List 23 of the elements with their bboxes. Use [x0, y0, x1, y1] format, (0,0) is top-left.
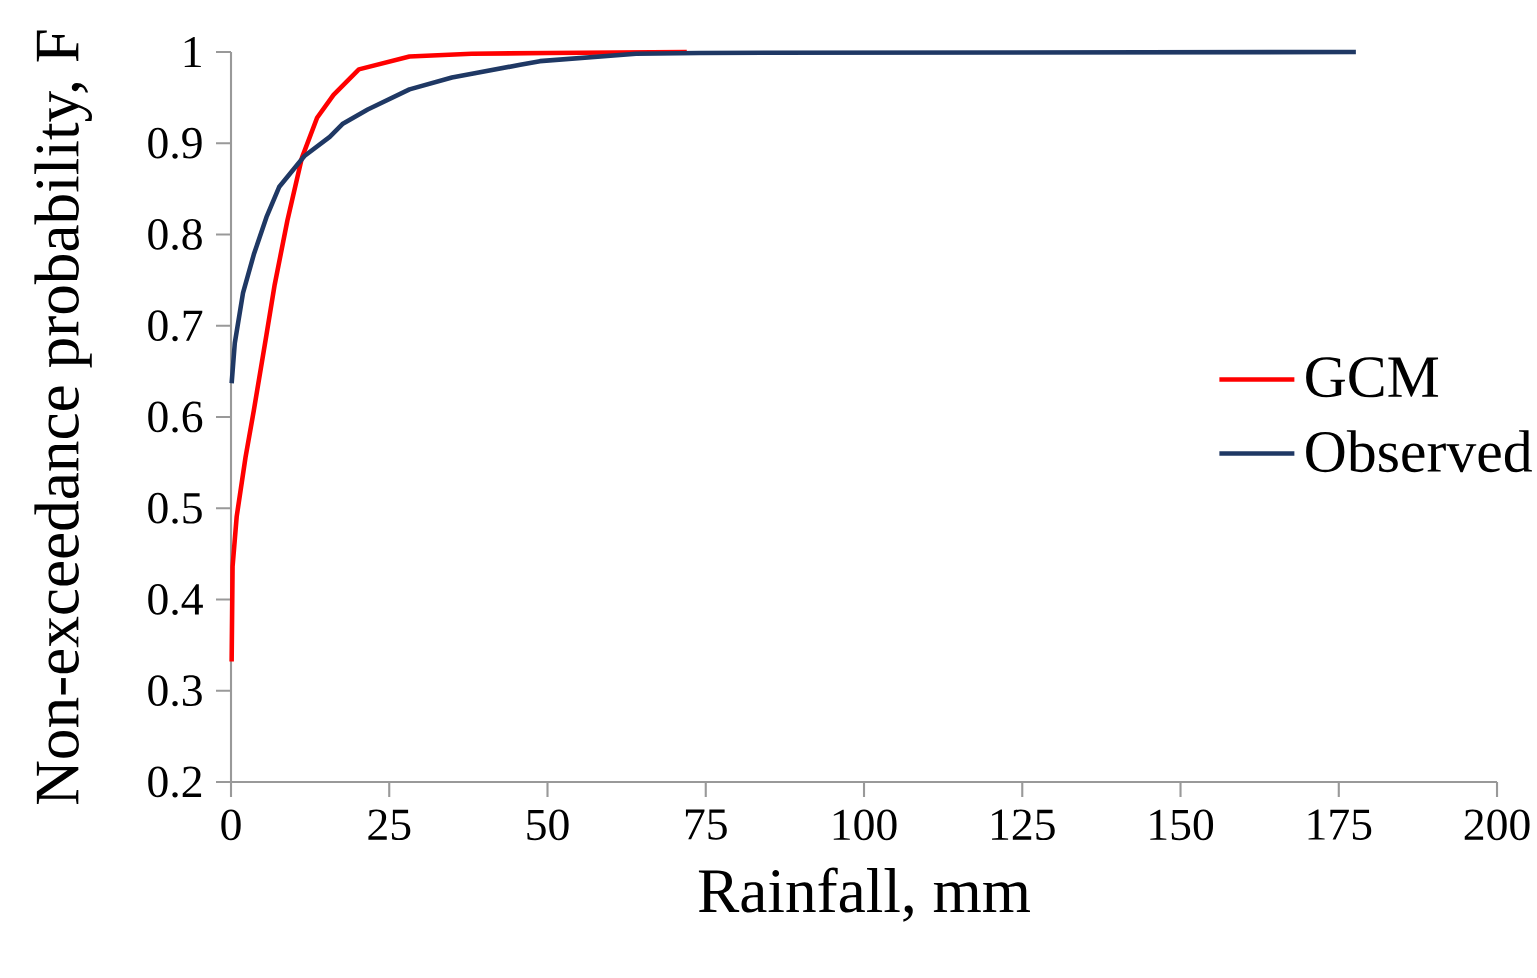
y-tick-label: 0.5: [148, 492, 202, 524]
x-tick-label: 200: [1464, 809, 1530, 841]
x-tick-label: 50: [527, 809, 569, 841]
legend-label: Observed: [1306, 430, 1532, 473]
y-tick-label: 0.8: [148, 219, 202, 251]
y-tick-label: 0.9: [148, 127, 202, 159]
y-axis-title: Non-exceedance probability, F: [34, 30, 92, 804]
y-tick-label: 0.4: [148, 584, 203, 616]
x-tick-label: 0: [221, 809, 241, 841]
x-tick-label: 100: [833, 809, 897, 841]
y-tick-label: 0.2: [148, 766, 202, 798]
x-tick-label: 150: [1150, 809, 1214, 841]
x-tick-label: 75: [685, 809, 727, 840]
x-axis-title: Rainfall, mm: [698, 867, 1031, 922]
y-tick-label: 0.6: [148, 401, 203, 433]
x-tick-label: 125: [992, 809, 1055, 841]
x-tick-label: 25: [368, 809, 411, 841]
y-tick-label: 0.3: [148, 675, 202, 707]
y-tick-label: 1: [184, 36, 201, 68]
line-series: [229, 49, 690, 664]
y-tick-label: 0.7: [148, 310, 203, 342]
legend-label: GCM: [1306, 357, 1439, 398]
x-tick-label: 175: [1308, 809, 1372, 841]
